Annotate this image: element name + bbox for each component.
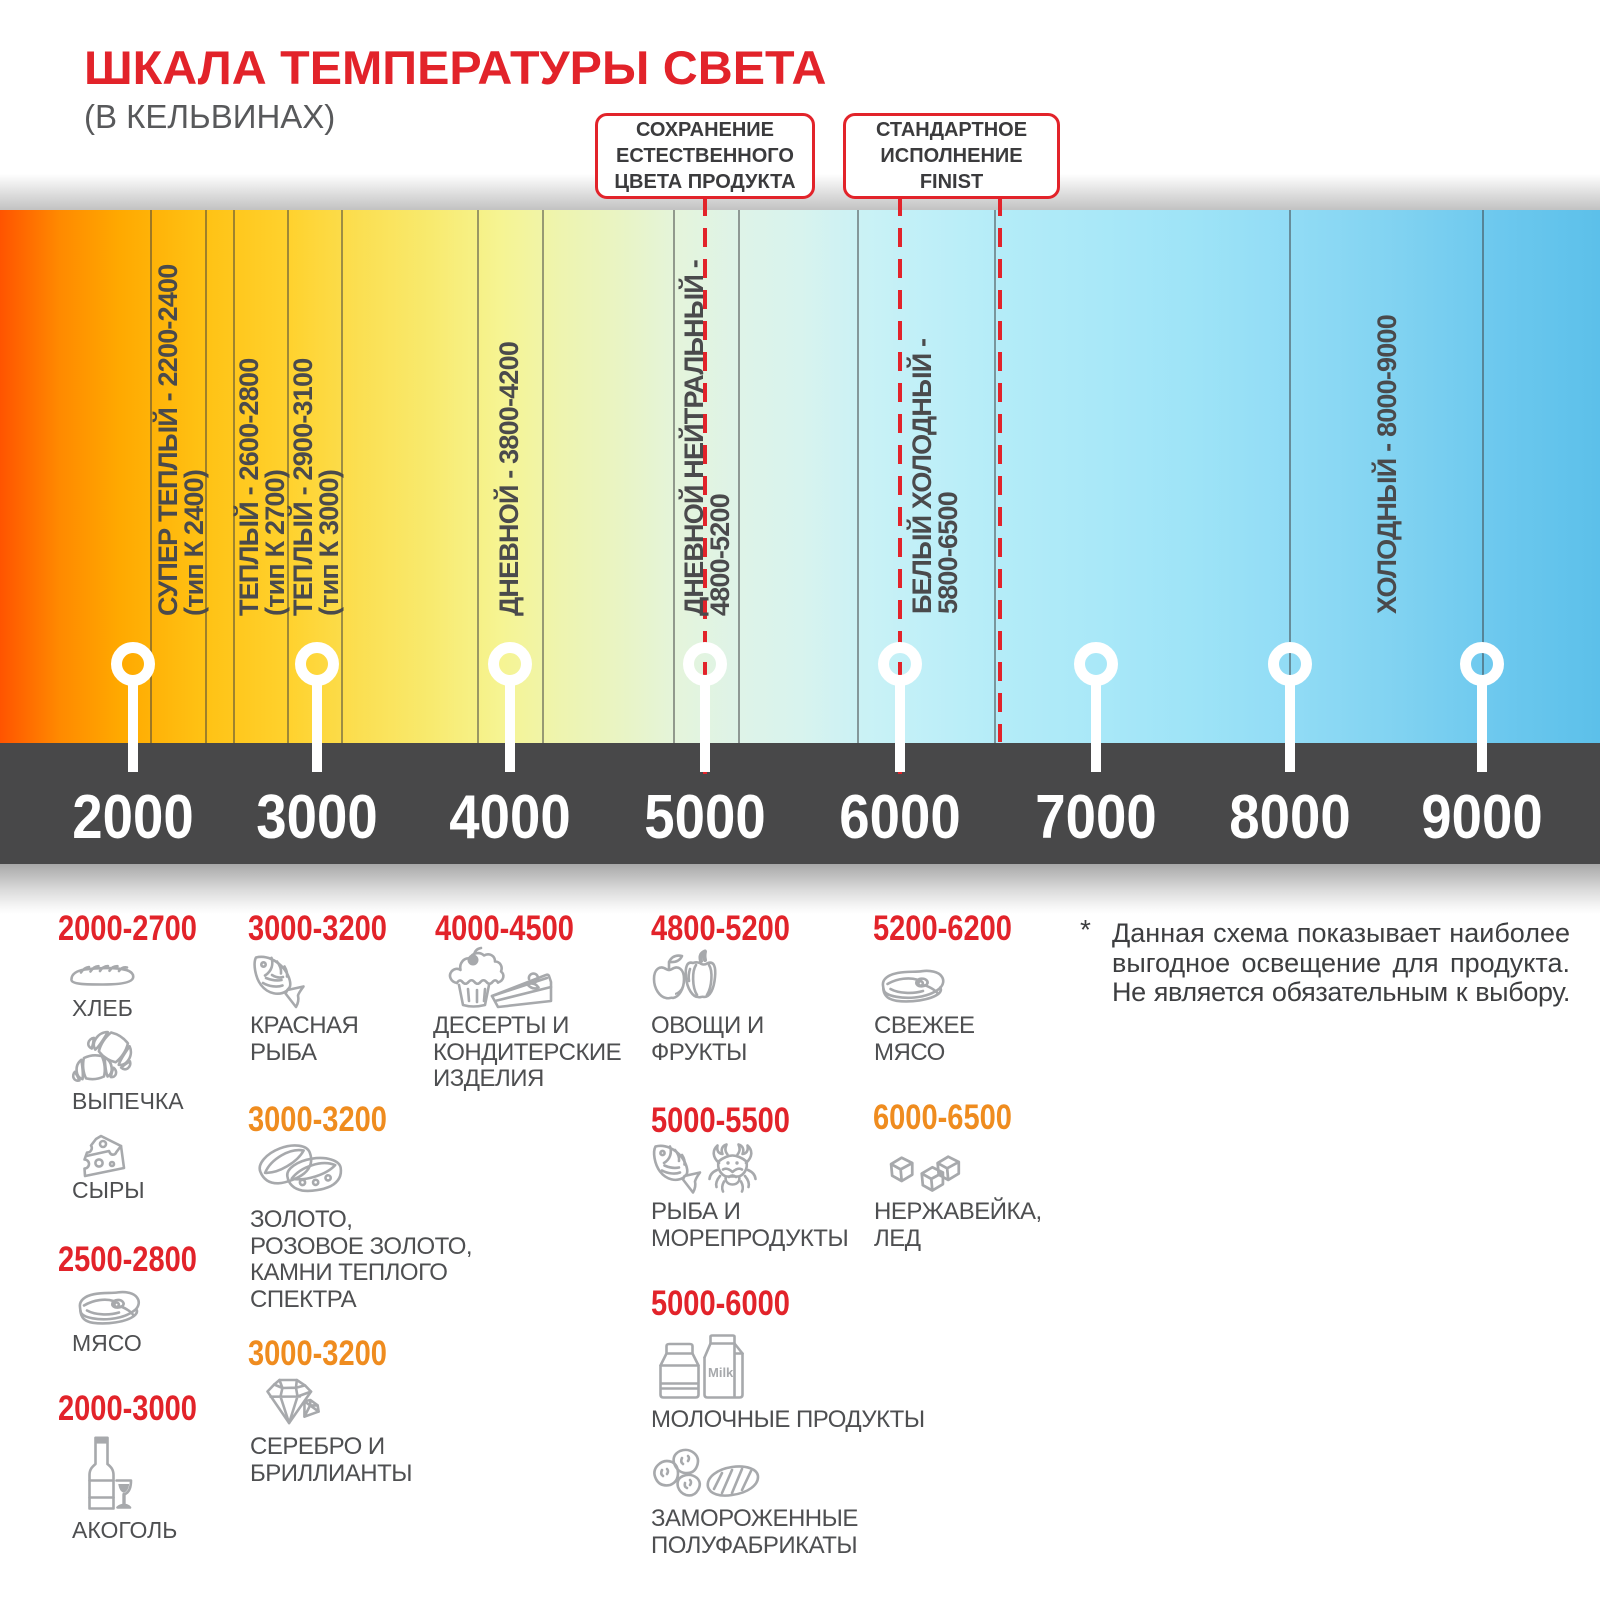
svg-text:Milk: Milk xyxy=(708,1365,734,1380)
